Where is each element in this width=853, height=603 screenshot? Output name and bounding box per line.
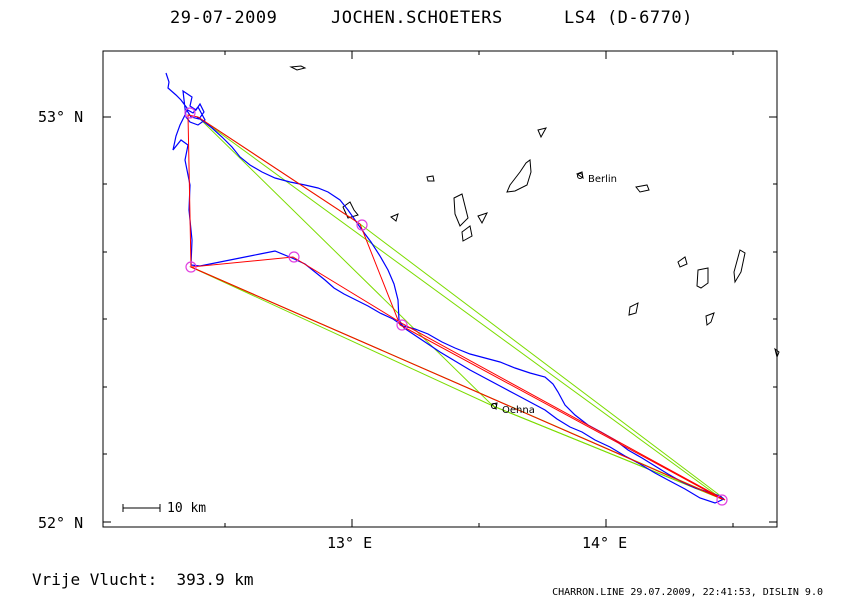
lon-label-14: 14° E — [582, 534, 628, 552]
axis-ticks — [103, 51, 777, 527]
turnpoint-marker — [716, 494, 728, 506]
flight-header: 29-07-2009 JOCHEN.SCHOETERS LS4 (D-6770) — [0, 8, 853, 32]
footer-info: CHARRON.LINE 29.07.2009, 22:41:53, DISLI… — [552, 587, 823, 598]
free-flight-distance: Vrije Vlucht: 393.9 km — [32, 570, 254, 589]
turnpoints — [184, 107, 728, 506]
lat-label-52: 52° N — [38, 514, 84, 532]
turnpoint-marker — [356, 219, 368, 231]
scale-bar — [122, 504, 161, 512]
berlin-label: Berlin — [588, 174, 618, 185]
turnpoint-marker — [288, 251, 300, 263]
scale-label: 10 km — [167, 501, 207, 516]
flight-date: 29-07-2009 — [170, 8, 278, 28]
turnpoint-marker — [396, 319, 408, 331]
lat-label-53: 53° N — [38, 108, 84, 126]
turnpoint-marker — [184, 107, 196, 119]
gps-track — [165, 72, 725, 504]
lakes — [289, 65, 780, 411]
fai-triangle-lines — [190, 116, 726, 501]
task-route — [187, 114, 726, 501]
lon-label-13: 13° E — [327, 534, 373, 552]
pilot-name: JOCHEN.SCHOETERS — [331, 8, 503, 28]
turnpoint-marker — [185, 261, 197, 273]
oehna-label: Oehna — [502, 405, 535, 416]
berlin-marker — [577, 173, 583, 179]
glider-id: LS4 (D-6770) — [564, 8, 693, 28]
fai-line — [197, 116, 723, 500]
oehna-marker — [491, 403, 497, 409]
plot-frame — [102, 50, 778, 528]
